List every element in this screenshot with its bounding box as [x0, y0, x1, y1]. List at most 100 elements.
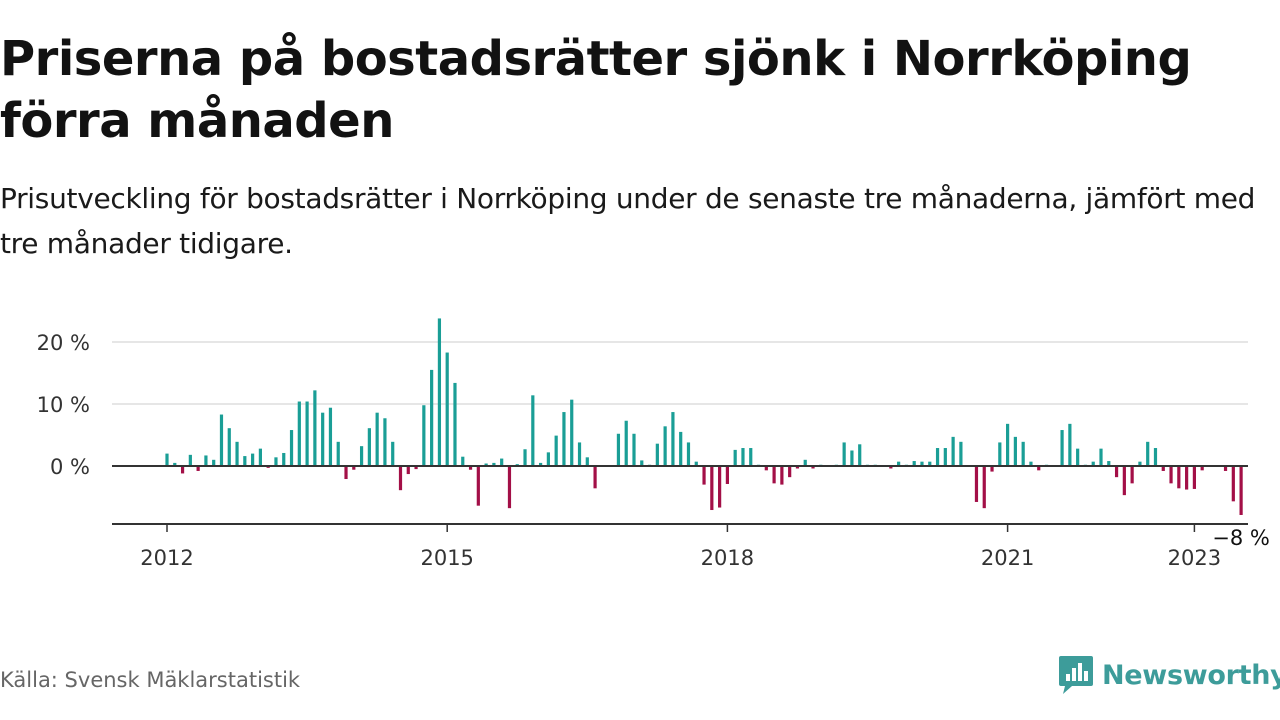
bar — [313, 390, 317, 466]
bar — [858, 444, 862, 466]
bar — [1029, 461, 1033, 466]
bar — [1153, 448, 1158, 466]
bar — [1192, 466, 1196, 489]
bar — [889, 466, 893, 469]
bar — [1114, 466, 1119, 478]
bar — [1068, 423, 1072, 466]
bar — [180, 466, 185, 474]
bar — [212, 459, 216, 466]
bar — [912, 461, 916, 466]
bar — [173, 462, 177, 466]
bar — [297, 401, 301, 466]
y-tick-label: 10 % — [37, 393, 90, 417]
bar — [546, 452, 550, 466]
x-tick-label: 2018 — [701, 546, 754, 570]
bar — [679, 431, 683, 466]
bar — [593, 466, 597, 489]
bar — [523, 449, 527, 466]
brand-name: Newsworthy — [1102, 659, 1280, 691]
bar — [974, 466, 979, 502]
bar — [725, 466, 729, 484]
bar-chart: 0 % 10 % 20 % 2012 2015 2018 2021 2023−8 % — [37, 318, 1272, 570]
bar — [959, 441, 963, 466]
bar — [1223, 466, 1228, 471]
x-tick-label: 2012 — [140, 546, 193, 570]
bar — [663, 426, 667, 466]
bar — [811, 466, 815, 469]
bar — [391, 441, 395, 466]
bar — [1076, 448, 1080, 466]
bar — [289, 430, 294, 466]
bar — [282, 452, 286, 466]
bar — [235, 441, 239, 466]
bar — [258, 448, 262, 466]
bar — [1138, 461, 1142, 466]
bar — [406, 466, 410, 475]
bar — [733, 449, 737, 466]
bar — [1161, 466, 1165, 471]
bar-series — [165, 318, 1243, 515]
bar — [492, 462, 496, 466]
bar — [484, 463, 488, 466]
y-tick-label: 0 % — [50, 455, 90, 479]
bar — [398, 466, 403, 491]
x-tick-label: 2015 — [420, 546, 473, 570]
bar — [359, 446, 364, 466]
bar — [795, 466, 800, 469]
bar — [1107, 461, 1111, 466]
bar — [928, 461, 932, 466]
bar — [1231, 466, 1235, 502]
bar — [1146, 441, 1150, 466]
x-tick-label: 2021 — [981, 546, 1034, 570]
last-value-label: −8 % — [1212, 526, 1270, 550]
bar — [251, 453, 255, 466]
bar — [321, 412, 325, 466]
bar — [204, 455, 208, 466]
bar — [507, 466, 512, 509]
bar — [196, 466, 200, 471]
bar — [1200, 466, 1204, 471]
bar — [1021, 441, 1025, 466]
newsworthy-logo-icon — [1059, 656, 1093, 694]
bar — [453, 382, 457, 466]
bar — [764, 466, 768, 471]
chart-subtitle: Prisutveckling för bostadsrätter i Norrk… — [0, 182, 1256, 260]
bar — [1130, 466, 1134, 484]
bar — [632, 433, 636, 466]
bar — [749, 448, 753, 466]
source-note: Källa: Svensk Mäklarstatistik — [0, 668, 301, 692]
bar — [577, 442, 582, 466]
bar — [1037, 466, 1041, 471]
bar — [982, 466, 986, 509]
bar — [188, 454, 192, 466]
bar — [227, 428, 231, 466]
bar — [468, 466, 473, 470]
bar — [422, 405, 426, 466]
tick-labels: 0 % 10 % 20 % 2012 2015 2018 2021 2023−8 % — [37, 331, 1272, 570]
bar — [437, 318, 442, 466]
bar — [1169, 466, 1173, 484]
bar — [741, 448, 745, 466]
bar — [1239, 466, 1243, 515]
bar — [920, 461, 924, 466]
bar — [219, 414, 224, 466]
bar — [328, 407, 333, 466]
bar — [640, 460, 644, 466]
bar — [951, 436, 955, 466]
bar — [1177, 466, 1181, 489]
bar — [1060, 430, 1064, 466]
bar — [1091, 461, 1095, 466]
brand-logo[interactable]: Newsworthy — [1058, 654, 1280, 696]
bar — [1099, 448, 1103, 466]
x-tick-label: 2023 — [1168, 546, 1221, 570]
bar — [1122, 466, 1126, 496]
bar — [1185, 466, 1189, 490]
bar — [305, 401, 309, 466]
axes — [112, 465, 1248, 532]
y-tick-label: 20 % — [37, 331, 90, 355]
gridlines — [112, 341, 1248, 405]
bar — [539, 462, 543, 466]
bar — [274, 457, 278, 466]
bar — [375, 412, 379, 466]
bar — [780, 466, 784, 485]
